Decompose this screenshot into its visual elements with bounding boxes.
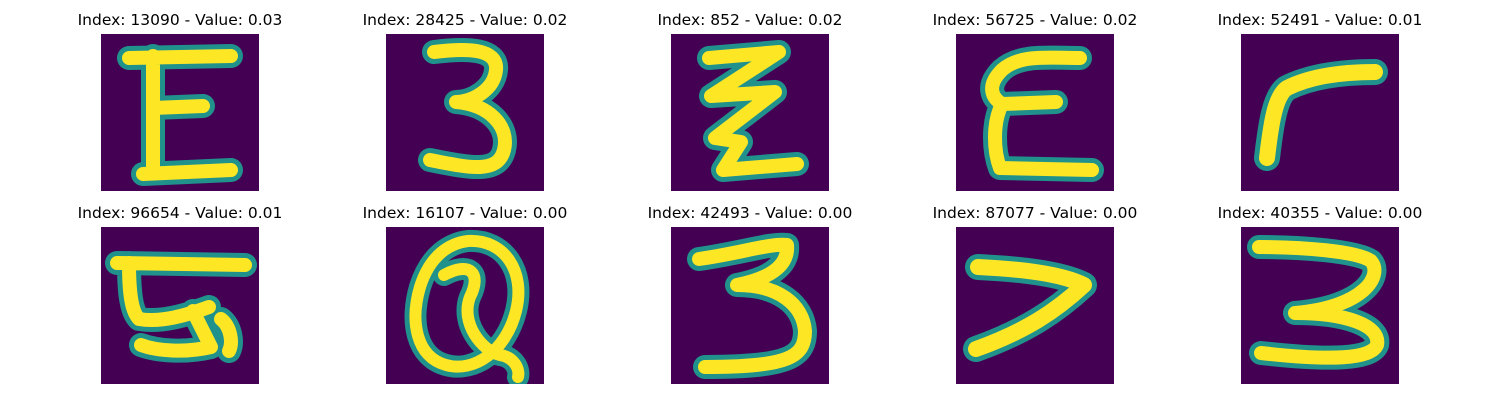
character-image — [386, 227, 544, 384]
grid-cell-6: Index: 96654 - Value: 0.01 — [70, 193, 355, 386]
cell-title: Index: 52491 - Value: 0.01 — [1217, 11, 1423, 29]
grid-cell-9: Index: 87077 - Value: 0.00 — [925, 193, 1210, 386]
cell-title: Index: 56725 - Value: 0.02 — [932, 11, 1138, 29]
cell-title: Index: 28425 - Value: 0.02 — [362, 11, 568, 29]
grid-cell-10: Index: 40355 - Value: 0.00 — [1210, 193, 1495, 386]
cell-title: Index: 852 - Value: 0.02 — [657, 11, 843, 29]
cell-title: Index: 13090 - Value: 0.03 — [77, 11, 283, 29]
grid-cell-7: Index: 16107 - Value: 0.00 — [355, 193, 640, 386]
character-image — [671, 34, 829, 191]
grid-cell-5: Index: 52491 - Value: 0.01 — [1210, 0, 1495, 193]
character-image — [1241, 227, 1399, 384]
character-image — [956, 34, 1114, 191]
character-image — [671, 227, 829, 384]
cell-title: Index: 16107 - Value: 0.00 — [362, 204, 568, 222]
grid-cell-2: Index: 28425 - Value: 0.02 — [355, 0, 640, 193]
character-image — [386, 34, 544, 191]
grid-cell-3: Index: 852 - Value: 0.02 — [640, 0, 925, 193]
character-image — [1241, 34, 1399, 191]
grid-cell-4: Index: 56725 - Value: 0.02 — [925, 0, 1210, 193]
cell-title: Index: 87077 - Value: 0.00 — [932, 204, 1138, 222]
cell-title: Index: 42493 - Value: 0.00 — [647, 204, 853, 222]
character-image — [956, 227, 1114, 384]
character-image — [101, 227, 259, 384]
grid-cell-8: Index: 42493 - Value: 0.00 — [640, 193, 925, 386]
cell-title: Index: 40355 - Value: 0.00 — [1217, 204, 1423, 222]
character-image — [101, 34, 259, 191]
cell-title: Index: 96654 - Value: 0.01 — [77, 204, 283, 222]
grid-cell-1: Index: 13090 - Value: 0.03 — [70, 0, 355, 193]
